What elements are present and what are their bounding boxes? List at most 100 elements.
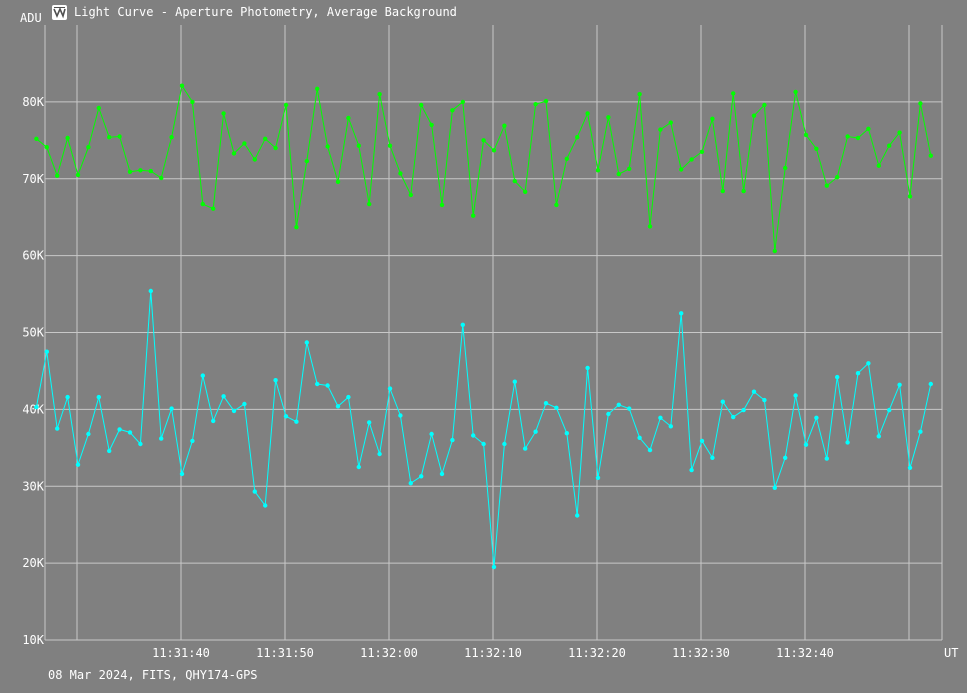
data-point[interactable]: [751, 113, 757, 118]
data-point[interactable]: [481, 138, 486, 143]
data-point[interactable]: [814, 415, 819, 420]
data-point[interactable]: [772, 485, 777, 490]
data-point[interactable]: [647, 447, 653, 453]
data-point[interactable]: [627, 406, 632, 411]
data-point[interactable]: [751, 389, 757, 394]
data-point[interactable]: [471, 433, 476, 438]
data-point[interactable]: [554, 202, 559, 208]
data-point[interactable]: [533, 429, 538, 434]
data-point[interactable]: [294, 419, 299, 424]
data-point[interactable]: [96, 394, 102, 400]
data-point[interactable]: [512, 379, 517, 384]
data-point[interactable]: [273, 145, 278, 151]
data-point[interactable]: [252, 157, 257, 162]
data-point[interactable]: [699, 149, 705, 154]
data-point[interactable]: [658, 415, 663, 420]
data-point[interactable]: [169, 135, 174, 140]
light-curve-app-icon[interactable]: [52, 4, 67, 20]
data-point[interactable]: [471, 213, 476, 218]
data-point[interactable]: [190, 438, 195, 444]
data-point[interactable]: [117, 134, 122, 139]
data-point[interactable]: [96, 105, 102, 111]
data-point[interactable]: [325, 383, 330, 388]
data-point[interactable]: [585, 365, 590, 371]
data-point[interactable]: [866, 126, 871, 131]
data-point[interactable]: [876, 434, 881, 439]
data-point[interactable]: [65, 135, 70, 141]
data-point[interactable]: [315, 86, 320, 92]
data-point[interactable]: [658, 127, 663, 132]
data-point[interactable]: [429, 431, 434, 437]
data-point[interactable]: [211, 206, 216, 211]
data-point[interactable]: [897, 130, 902, 135]
data-point[interactable]: [356, 143, 361, 148]
data-point[interactable]: [179, 83, 185, 88]
data-point[interactable]: [835, 175, 840, 180]
data-point[interactable]: [824, 456, 829, 461]
data-point[interactable]: [616, 402, 621, 407]
data-point[interactable]: [221, 111, 226, 116]
data-point[interactable]: [835, 374, 840, 380]
data-point[interactable]: [710, 455, 715, 460]
data-point[interactable]: [86, 431, 91, 437]
data-point[interactable]: [647, 224, 653, 229]
data-point[interactable]: [481, 441, 486, 447]
data-point[interactable]: [575, 135, 580, 140]
data-point[interactable]: [34, 136, 39, 141]
data-point[interactable]: [450, 108, 455, 113]
data-point[interactable]: [44, 145, 49, 150]
data-point[interactable]: [419, 102, 424, 108]
data-point[interactable]: [221, 394, 226, 399]
data-point[interactable]: [335, 179, 341, 184]
data-point[interactable]: [398, 413, 403, 418]
data-point[interactable]: [575, 513, 580, 518]
data-point[interactable]: [86, 145, 91, 150]
data-point[interactable]: [699, 438, 705, 444]
data-point[interactable]: [387, 386, 393, 391]
data-point[interactable]: [616, 171, 621, 177]
data-point[interactable]: [138, 441, 143, 447]
data-point[interactable]: [252, 489, 257, 494]
data-point[interactable]: [491, 148, 497, 153]
data-point[interactable]: [419, 474, 424, 479]
data-point[interactable]: [65, 394, 70, 400]
data-point[interactable]: [595, 168, 601, 173]
data-point[interactable]: [803, 442, 809, 447]
data-point[interactable]: [377, 451, 382, 457]
data-point[interactable]: [439, 471, 445, 477]
data-point[interactable]: [772, 248, 777, 254]
data-point[interactable]: [450, 437, 455, 443]
data-point[interactable]: [533, 102, 538, 107]
data-point[interactable]: [512, 178, 517, 184]
data-point[interactable]: [741, 188, 746, 194]
data-point[interactable]: [793, 393, 798, 398]
data-point[interactable]: [273, 378, 278, 383]
data-point[interactable]: [585, 111, 590, 116]
data-point[interactable]: [855, 371, 861, 376]
data-point[interactable]: [554, 405, 559, 410]
data-point[interactable]: [720, 188, 725, 194]
data-point[interactable]: [595, 475, 601, 480]
data-point[interactable]: [127, 430, 133, 435]
data-point[interactable]: [918, 101, 923, 106]
data-point[interactable]: [263, 503, 268, 508]
data-point[interactable]: [127, 169, 133, 174]
data-point[interactable]: [741, 407, 746, 413]
data-point[interactable]: [803, 132, 809, 138]
data-point[interactable]: [845, 134, 850, 139]
data-point[interactable]: [720, 399, 725, 404]
data-point[interactable]: [315, 381, 320, 387]
data-point[interactable]: [200, 373, 205, 378]
data-point[interactable]: [211, 418, 216, 424]
data-point[interactable]: [887, 143, 892, 148]
data-point[interactable]: [845, 440, 850, 445]
data-point[interactable]: [283, 414, 289, 419]
data-point[interactable]: [356, 464, 361, 470]
data-point[interactable]: [387, 143, 393, 148]
data-point[interactable]: [294, 225, 299, 230]
data-point[interactable]: [138, 168, 143, 173]
data-point[interactable]: [627, 166, 632, 171]
data-point[interactable]: [398, 171, 403, 176]
data-point[interactable]: [107, 135, 112, 140]
